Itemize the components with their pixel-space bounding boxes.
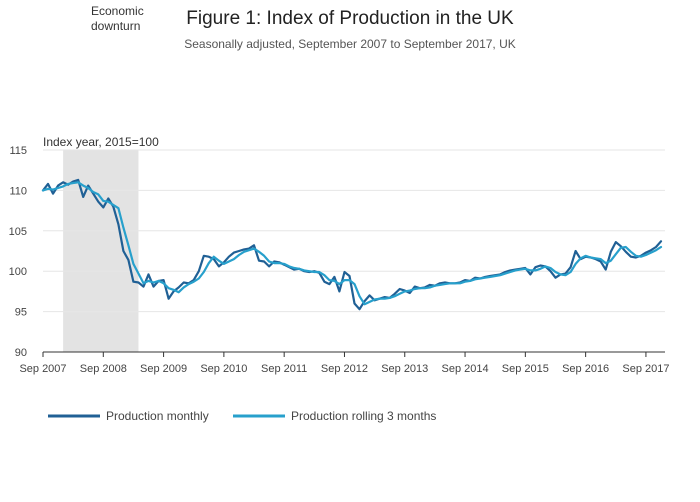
y-tick-label: 105 bbox=[9, 226, 27, 238]
shaded-region-label-line1: Economic bbox=[91, 4, 144, 18]
shaded-region-label-line2: downturn bbox=[91, 19, 140, 33]
x-tick-label: Sep 2009 bbox=[140, 363, 187, 375]
x-tick-label: Sep 2016 bbox=[562, 363, 609, 375]
chart-title: Figure 1: Index of Production in the UK bbox=[186, 8, 514, 29]
y-tick-label: 95 bbox=[15, 307, 27, 319]
y-tick-label: 90 bbox=[15, 347, 27, 359]
x-tick-label: Sep 2008 bbox=[80, 363, 127, 375]
x-tick-label: Sep 2014 bbox=[441, 363, 488, 375]
chart-subtitle: Seasonally adjusted, September 2007 to S… bbox=[184, 37, 516, 51]
x-tick-label: Sep 2015 bbox=[502, 363, 549, 375]
y-axis-label: Index year, 2015=100 bbox=[43, 135, 159, 149]
x-tick-label: Sep 2007 bbox=[19, 363, 66, 375]
x-tick-label: Sep 2012 bbox=[321, 363, 368, 375]
series-line-production-rolling-3-months bbox=[41, 181, 663, 306]
x-tick-label: Sep 2013 bbox=[381, 363, 428, 375]
y-tick-label: 100 bbox=[9, 266, 27, 278]
x-tick-label: Sep 2010 bbox=[200, 363, 247, 375]
series-line-production-monthly bbox=[41, 178, 663, 311]
legend-label-monthly: Production monthly bbox=[106, 409, 209, 423]
legend-label-rolling: Production rolling 3 months bbox=[291, 409, 436, 423]
x-tick-label: Sep 2017 bbox=[622, 363, 669, 375]
y-tick-label: 115 bbox=[9, 145, 27, 157]
y-tick-label: 110 bbox=[9, 185, 27, 197]
x-tick-label: Sep 2011 bbox=[261, 363, 307, 375]
